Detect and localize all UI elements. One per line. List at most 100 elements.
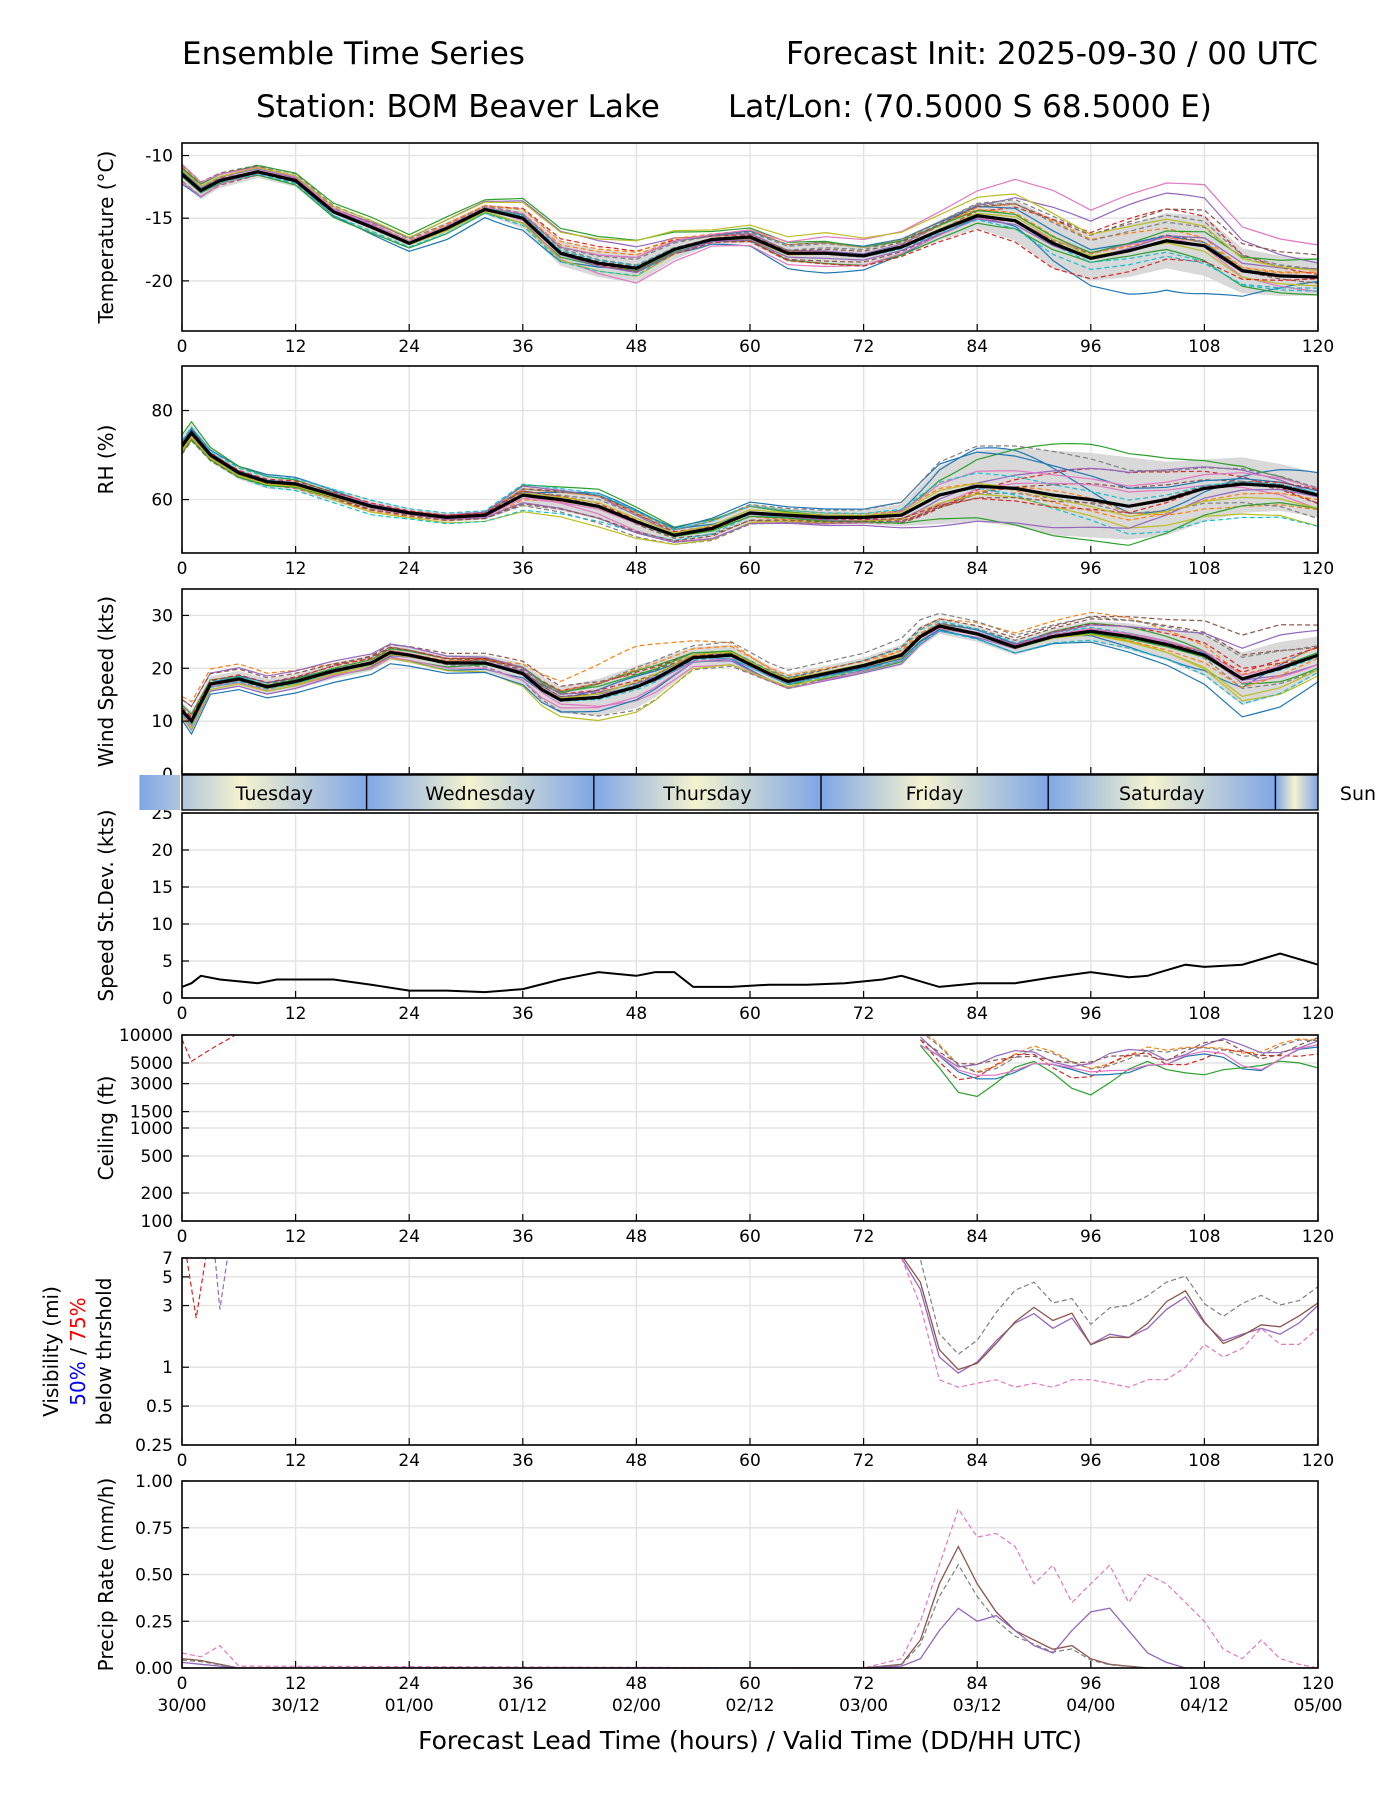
y-tick-label: 1000 [130,1119,173,1139]
x-tick-label: 96 [1080,559,1102,579]
y-axis-label: RH (%) [94,425,118,495]
valid-time-label: 03/12 [953,1696,1002,1716]
x-tick-label: 108 [1188,1451,1220,1471]
pct-50-label: 50% [66,1361,90,1405]
x-tick-label: 48 [626,1004,648,1024]
valid-time-label: 03/00 [839,1696,888,1716]
y-tick-label: 5 [162,1268,173,1288]
y-tick-label: 60 [151,491,173,511]
plot-area [186,1258,1318,1388]
ensemble-member-line [182,171,1318,289]
ensemble-member-line [182,167,1318,271]
y-tick-label: 0.50 [135,1566,173,1586]
ensemble-member-line [182,624,1318,730]
x-tick-label: 12 [285,337,307,357]
y-tick-label: 20 [151,841,173,861]
x-tick-label: 60 [739,1004,761,1024]
valid-time-label: 02/00 [612,1696,661,1716]
ceiling-member-line [919,1045,1318,1098]
stdev-line [182,952,1318,994]
title-station: Station: BOM Beaver Lake [256,89,660,125]
x-tick-label: 84 [966,559,988,579]
pct-sep: / [66,1342,90,1361]
day-label: Wednesday [425,783,535,805]
y-tick-label: 100 [141,1212,173,1232]
plot-area [182,1035,1318,1098]
valid-time-label: 01/00 [385,1696,434,1716]
x-tick-label: 0 [177,1674,188,1694]
x-tick-label: 96 [1080,1004,1102,1024]
y-tick-label: 1500 [130,1103,173,1123]
panel-precip-rate: 0.00 0.25 0.50 0.75 1.00 0 12 24 36 48 60 72 84 96 108… [94,1472,1334,1694]
x-tick-label: 72 [853,337,875,357]
ceiling-member-line [920,1044,1318,1080]
day-cell [593,775,821,810]
x-tick-label: 36 [512,1227,534,1247]
y-tick-label: 80 [151,402,173,422]
title-latlon: Lat/Lon: (70.5000 S 68.5000 E) [728,89,1212,125]
x-tick-label: 84 [966,1674,988,1694]
y-tick-label: 1 [162,1358,173,1378]
y-axis-label: Speed St.Dev. (kts) [94,809,118,1001]
valid-time-label: 05/00 [1294,1696,1343,1716]
x-tick-label: 12 [285,1451,307,1471]
plot-area [182,1507,1318,1668]
x-tick-label: 48 [626,1451,648,1471]
ceiling-member-line [919,1036,1318,1068]
x-tick-label: 24 [398,1674,420,1694]
title-right: Forecast Init: 2025-09-30 / 00 UTC [786,36,1318,72]
day-cell [1048,775,1276,810]
y-tick-label: 0 [162,989,173,1009]
y-tick-label: -15 [145,209,173,229]
ceiling-member-line [920,1037,1318,1065]
y-tick-label: 3000 [130,1075,173,1095]
visibility-early-line [186,1258,207,1319]
y-tick-label: 0.25 [135,1436,173,1456]
x-tick-label: 60 [739,1227,761,1247]
y-tick-label: 20 [151,659,173,679]
x-tick-label: 108 [1188,559,1220,579]
day-cell [139,775,367,810]
x-tick-label: 60 [739,1674,761,1694]
y-axis-label: Ceiling (ft) [94,1076,118,1181]
day-label: Saturday [1119,783,1205,805]
x-tick-label: 96 [1080,337,1102,357]
y-tick-label: 3 [162,1297,173,1317]
y-tick-label: 500 [141,1147,173,1167]
y-tick-label: 7 [162,1249,173,1269]
x-tick-label: 120 [1302,1451,1334,1471]
x-tick-label: 36 [512,337,534,357]
plot-area [182,420,1318,546]
ensemble-member-line [182,435,1318,542]
x-tick-label: 12 [285,1227,307,1247]
x-tick-label: 84 [966,1451,988,1471]
x-tick-label: 120 [1302,337,1334,357]
x-tick-label: 36 [512,1451,534,1471]
y-axis-label-line3: below thrshold [92,1278,116,1426]
y-tick-label: 10000 [119,1026,173,1046]
precip-member-line [182,1545,1318,1668]
y-axis-label: Wind Speed (kts) [94,596,118,767]
x-tick-label: 24 [398,559,420,579]
x-tick-label: 84 [966,337,988,357]
x-tick-label: 0 [177,1004,188,1024]
x-tick-label: 120 [1302,559,1334,579]
panel-rh: 60 80 0 12 24 36 48 60 72 84 96 108 120 RH (%) [94,365,1334,579]
x-tick-label: 72 [853,1004,875,1024]
strip-frame [181,774,1319,811]
x-tick-label: 24 [398,337,420,357]
x-tick-label: 108 [1188,1227,1220,1247]
y-tick-label: 0.00 [135,1659,173,1679]
x-tick-label: 24 [398,1227,420,1247]
x-tick-label: 120 [1302,1674,1334,1694]
x-tick-label: 24 [398,1451,420,1471]
ensemble-member-line [182,163,1318,259]
spread-band [182,618,1318,732]
ensemble-mean-line [182,624,1318,724]
valid-time-label: 30/00 [158,1696,207,1716]
ceiling-member-line [924,1035,1318,1074]
valid-time-label: 04/00 [1066,1696,1115,1716]
ensemble-member-line [182,164,1318,261]
day-cell [821,775,1049,810]
